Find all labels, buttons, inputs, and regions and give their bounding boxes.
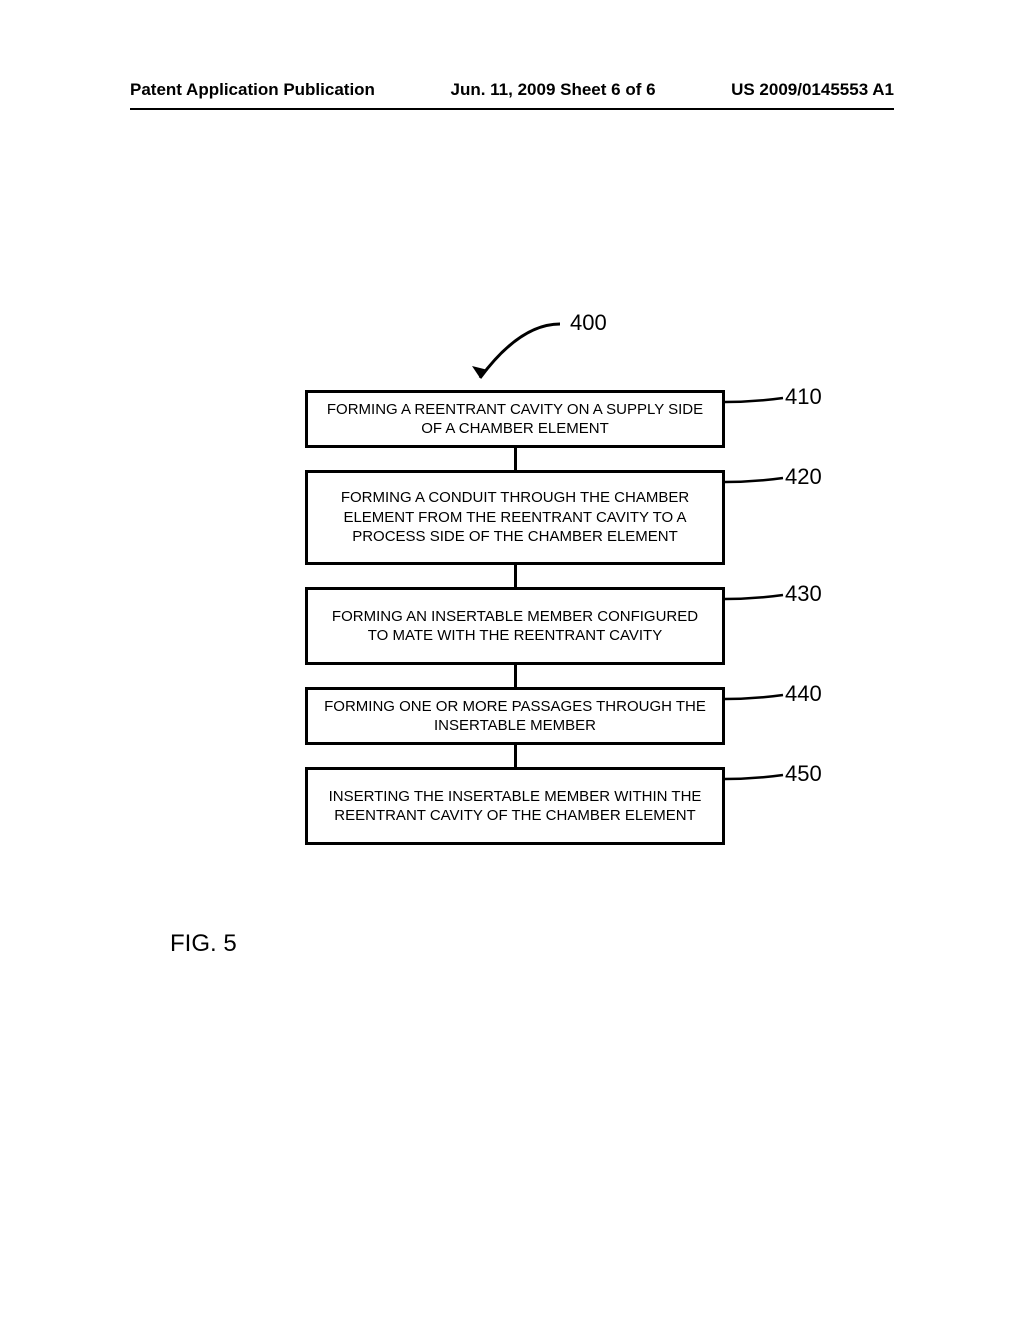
flow-connector [514, 745, 517, 767]
reference-label-450: 450 [785, 761, 822, 787]
flow-step-420: FORMING A CONDUIT THROUGH THE CHAMBER EL… [305, 470, 725, 565]
flow-step-450: INSERTING THE INSERTABLE MEMBER WITHIN T… [305, 767, 725, 845]
flow-connector [514, 665, 517, 687]
flow-step-text: FORMING AN INSERTABLE MEMBER CONFIGURED … [320, 607, 710, 646]
page-header: Patent Application Publication Jun. 11, … [0, 80, 1024, 100]
reference-label-440: 440 [785, 681, 822, 707]
leader-line [723, 476, 789, 488]
page: Patent Application Publication Jun. 11, … [0, 0, 1024, 1320]
flow-step-440: FORMING ONE OR MORE PASSAGES THROUGH THE… [305, 687, 725, 745]
flow-step-430: FORMING AN INSERTABLE MEMBER CONFIGURED … [305, 587, 725, 665]
leader-line [723, 773, 789, 785]
header-center: Jun. 11, 2009 Sheet 6 of 6 [451, 80, 656, 100]
reference-label-main: 400 [570, 310, 607, 336]
flow-step-text: FORMING A CONDUIT THROUGH THE CHAMBER EL… [320, 488, 710, 547]
leader-line [723, 693, 789, 705]
flow-step-text: FORMING A REENTRANT CAVITY ON A SUPPLY S… [320, 400, 710, 439]
reference-label-430: 430 [785, 581, 822, 607]
header-left: Patent Application Publication [130, 80, 375, 100]
figure-label: FIG. 5 [170, 930, 237, 958]
header-rule [130, 108, 894, 110]
flow-step-410: FORMING A REENTRANT CAVITY ON A SUPPLY S… [305, 390, 725, 448]
flow-step-text: INSERTING THE INSERTABLE MEMBER WITHIN T… [320, 787, 710, 826]
reference-label-420: 420 [785, 464, 822, 490]
reference-label-410: 410 [785, 384, 822, 410]
arrow-main [460, 318, 570, 398]
flow-connector [514, 565, 517, 587]
flow-step-text: FORMING ONE OR MORE PASSAGES THROUGH THE… [320, 697, 710, 736]
leader-line [723, 593, 789, 605]
header-right: US 2009/0145553 A1 [731, 80, 894, 100]
flow-connector [514, 448, 517, 470]
leader-line [723, 396, 789, 408]
